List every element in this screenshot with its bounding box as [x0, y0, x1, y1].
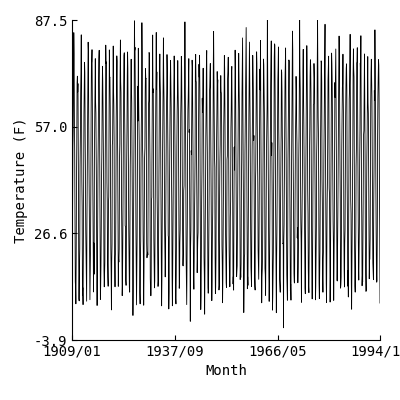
X-axis label: Month: Month — [205, 364, 247, 378]
Y-axis label: Temperature (F): Temperature (F) — [14, 117, 28, 243]
